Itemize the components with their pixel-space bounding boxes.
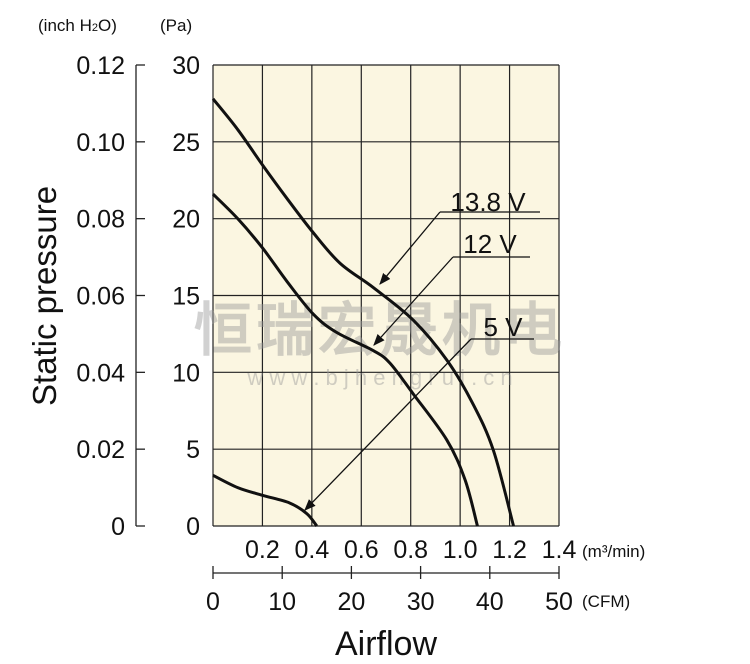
y2-tick-label: 0.06 [76, 283, 125, 311]
curves [211, 97, 515, 527]
y-tick-label: 0 [186, 513, 200, 541]
y2-tick-label: 0.12 [76, 52, 125, 80]
x-tick-label: 0.2 [245, 536, 280, 564]
curve-5-v [212, 473, 318, 527]
x-unit-label: (m³/min) [582, 542, 645, 561]
y2-tick-label: 0 [111, 513, 125, 541]
x-tick-label: 1.2 [492, 536, 527, 564]
x2-tick-label: 50 [545, 588, 573, 616]
watermark-url: w w w . b j h e n g r u i . c n [246, 365, 512, 390]
y2-tick-label: 0.02 [76, 436, 125, 464]
x-tick-label: 1.0 [443, 536, 478, 564]
x-tick-label: 0.4 [294, 536, 329, 564]
y-tick-label: 20 [172, 206, 200, 234]
axes: 0 5 10 15 20 25 30 0 0.02 0.04 0.06 0.08 0.10 0.12 0.2… [76, 52, 576, 616]
label-12v: 12 V [463, 229, 517, 259]
x2-tick-label: 20 [337, 588, 365, 616]
curve-12-v [211, 193, 479, 527]
label-13-8v-arrow [379, 211, 441, 285]
grid [212, 64, 560, 527]
y2-tick-label: 0.10 [76, 129, 125, 157]
x-tick-label: 1.4 [542, 536, 577, 564]
label-12v-arrow [373, 256, 454, 346]
annotations: 13.8 V 12 V 5 V [304, 187, 540, 511]
y2-tick-label: 0.08 [76, 206, 125, 234]
curve-13-8-v [211, 97, 515, 527]
y2-unit-label: (inch H2O) [38, 16, 117, 35]
y-tick-label: 10 [172, 359, 200, 387]
x-tick-label: 0.8 [393, 536, 428, 564]
y-tick-label: 15 [172, 283, 200, 311]
y-tick-label: 5 [186, 436, 200, 464]
x-tick-label: 0.6 [344, 536, 379, 564]
x2-tick-label: 30 [407, 588, 435, 616]
label-5v: 5 V [483, 312, 523, 342]
y-tick-label: 25 [172, 129, 200, 157]
x2-tick-label: 10 [268, 588, 296, 616]
y-unit-label: (Pa) [160, 16, 192, 35]
x-axis-title: Airflow [335, 625, 437, 663]
x2-tick-label: 40 [476, 588, 504, 616]
x2-tick-label: 0 [206, 588, 220, 616]
y2-tick-label: 0.04 [76, 359, 125, 387]
y-tick-label: 30 [172, 52, 200, 80]
y-axis-title: Static pressure [26, 186, 63, 406]
label-5v-arrow [304, 338, 472, 511]
x2-unit-label: (CFM) [582, 592, 630, 611]
watermark: 恒瑞宏晟机电 w w w . b j h e n g r u i . c n [194, 298, 562, 390]
